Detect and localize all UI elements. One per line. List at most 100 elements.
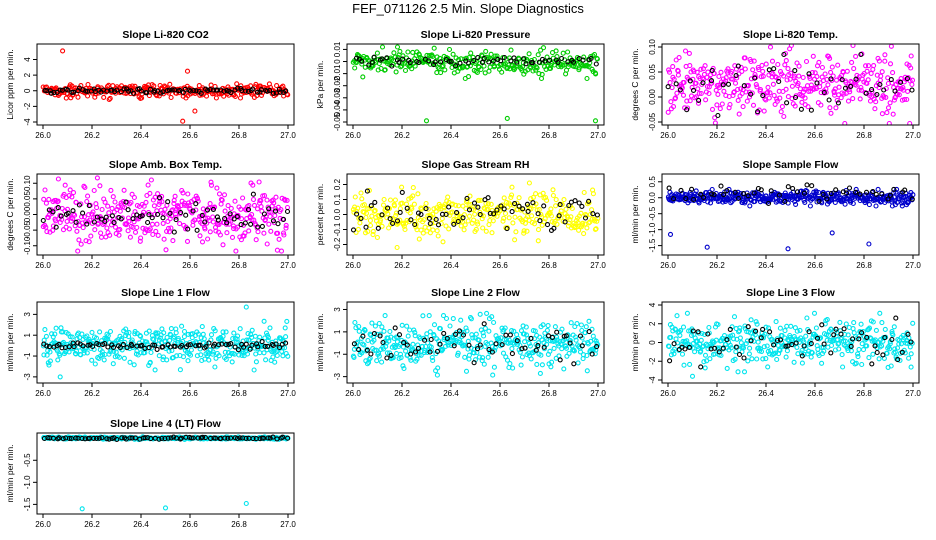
data-point bbox=[101, 94, 107, 100]
data-point bbox=[732, 356, 738, 362]
x-tick-label: 26.0 bbox=[35, 131, 51, 140]
data-point bbox=[731, 336, 737, 342]
data-point bbox=[78, 241, 84, 247]
data-point bbox=[561, 197, 567, 203]
data-point bbox=[539, 71, 545, 77]
y-tick-label: -2 bbox=[23, 102, 32, 110]
data-point bbox=[691, 196, 697, 203]
data-point bbox=[117, 208, 123, 214]
data-point bbox=[811, 310, 818, 316]
data-point bbox=[253, 351, 259, 357]
data-point bbox=[735, 97, 741, 103]
data-point bbox=[748, 58, 754, 65]
data-point bbox=[147, 359, 153, 365]
data-point bbox=[411, 327, 417, 333]
y-tick-label: -3 bbox=[333, 373, 342, 381]
data-point bbox=[395, 54, 401, 60]
data-point bbox=[793, 201, 799, 207]
panel-3: Slope Li-820 Temp.26.0 26.2 26.4 26.6 26.8 27… bbox=[630, 29, 921, 140]
data-point bbox=[877, 81, 883, 88]
data-point bbox=[900, 85, 906, 91]
data-point bbox=[746, 94, 753, 100]
data-point bbox=[909, 340, 915, 346]
data-point bbox=[259, 339, 265, 345]
data-point bbox=[203, 93, 210, 99]
data-point bbox=[250, 86, 256, 92]
points-group bbox=[40, 48, 291, 124]
data-point bbox=[509, 346, 515, 352]
data-point bbox=[557, 357, 563, 363]
y-tick-label: 3 bbox=[23, 312, 32, 317]
data-point bbox=[391, 50, 397, 56]
data-point bbox=[66, 435, 72, 442]
data-point bbox=[784, 100, 790, 106]
data-point bbox=[483, 228, 489, 234]
data-point bbox=[510, 220, 516, 226]
data-point bbox=[821, 89, 827, 96]
data-point bbox=[172, 343, 178, 350]
data-point bbox=[93, 201, 99, 207]
data-point bbox=[880, 352, 886, 358]
data-point bbox=[695, 86, 701, 92]
data-point bbox=[908, 65, 914, 71]
data-point bbox=[522, 345, 528, 351]
data-point bbox=[75, 94, 81, 100]
outlier-point bbox=[57, 374, 63, 380]
data-point bbox=[581, 231, 587, 237]
data-point bbox=[579, 343, 585, 349]
data-point bbox=[198, 335, 204, 341]
data-point bbox=[769, 58, 776, 64]
data-point bbox=[712, 345, 718, 351]
data-point bbox=[106, 436, 112, 442]
data-point bbox=[737, 335, 743, 341]
data-point bbox=[206, 357, 212, 363]
data-point bbox=[828, 76, 834, 82]
data-point bbox=[177, 436, 183, 442]
data-point bbox=[589, 351, 595, 357]
data-point bbox=[365, 228, 371, 234]
data-point bbox=[735, 63, 741, 69]
data-point bbox=[552, 324, 558, 330]
data-point bbox=[276, 86, 282, 93]
data-point bbox=[110, 361, 116, 367]
data-point bbox=[105, 333, 111, 339]
data-point bbox=[474, 219, 480, 225]
data-point bbox=[404, 323, 410, 329]
data-point bbox=[403, 348, 409, 354]
data-point bbox=[547, 57, 553, 63]
data-point bbox=[722, 78, 729, 84]
data-point bbox=[776, 192, 782, 198]
data-point bbox=[126, 218, 132, 224]
data-point bbox=[901, 96, 908, 103]
data-point bbox=[668, 334, 674, 340]
data-point bbox=[509, 351, 515, 357]
data-point bbox=[267, 213, 273, 220]
data-point bbox=[273, 194, 279, 200]
data-point bbox=[743, 89, 749, 95]
data-point bbox=[804, 182, 810, 188]
data-point bbox=[748, 338, 754, 344]
data-point bbox=[190, 208, 196, 214]
data-point bbox=[362, 327, 368, 333]
data-point bbox=[462, 354, 468, 360]
data-point bbox=[566, 202, 572, 209]
data-point bbox=[138, 333, 144, 339]
data-point bbox=[415, 191, 421, 197]
x-tick-label: 26.4 bbox=[758, 131, 774, 140]
data-point bbox=[491, 364, 497, 370]
data-point bbox=[232, 198, 238, 204]
data-point bbox=[103, 214, 109, 220]
outlier-point bbox=[162, 505, 169, 511]
data-point bbox=[234, 435, 240, 442]
data-point bbox=[694, 69, 700, 75]
data-point bbox=[686, 50, 692, 56]
x-tick-label: 26.8 bbox=[231, 520, 247, 529]
data-point bbox=[455, 211, 461, 217]
data-point bbox=[574, 321, 580, 327]
data-point bbox=[691, 68, 697, 75]
data-point bbox=[109, 205, 115, 211]
data-point bbox=[842, 201, 848, 207]
data-point bbox=[364, 188, 370, 194]
data-point bbox=[556, 353, 562, 359]
data-point bbox=[778, 109, 784, 115]
